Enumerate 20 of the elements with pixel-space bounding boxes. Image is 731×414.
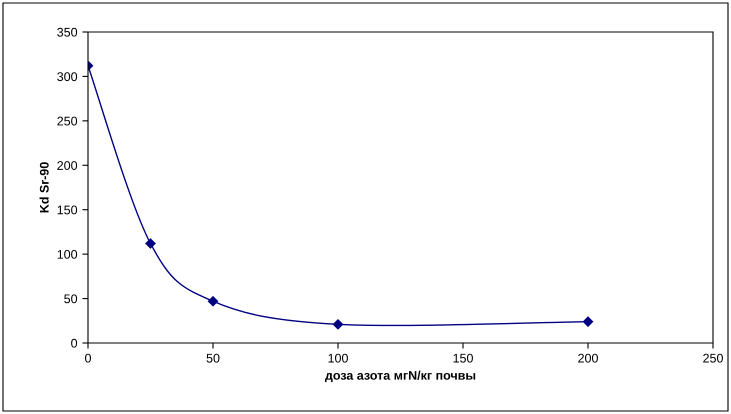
point xyxy=(582,316,594,327)
y-tick-label: 200 xyxy=(57,161,78,170)
y-tick-label: 150 xyxy=(58,206,78,214)
x-tick-label: 250 xyxy=(703,354,723,363)
point xyxy=(208,296,218,306)
y-tick-label: 250 xyxy=(57,116,78,126)
x-axis-title: доза азота мгN/кг почвы xyxy=(325,370,476,382)
y-tick-label: 100 xyxy=(58,250,78,259)
y-tick-label: 0 xyxy=(71,338,78,348)
x-tick-label: 100 xyxy=(328,354,348,363)
y-tick-label: 350 xyxy=(57,28,78,37)
x-tick-label: 50 xyxy=(206,354,220,363)
x-tick-label: 200 xyxy=(578,354,598,363)
point xyxy=(332,319,344,330)
y-tick-label: 50 xyxy=(64,294,78,304)
point xyxy=(145,238,156,249)
x-tick-label: 150 xyxy=(454,354,473,363)
x-tick-label: 0 xyxy=(85,354,91,363)
y-axis-title: Kd Sr-90 xyxy=(40,162,49,212)
y-tick-label: 300 xyxy=(57,72,78,82)
